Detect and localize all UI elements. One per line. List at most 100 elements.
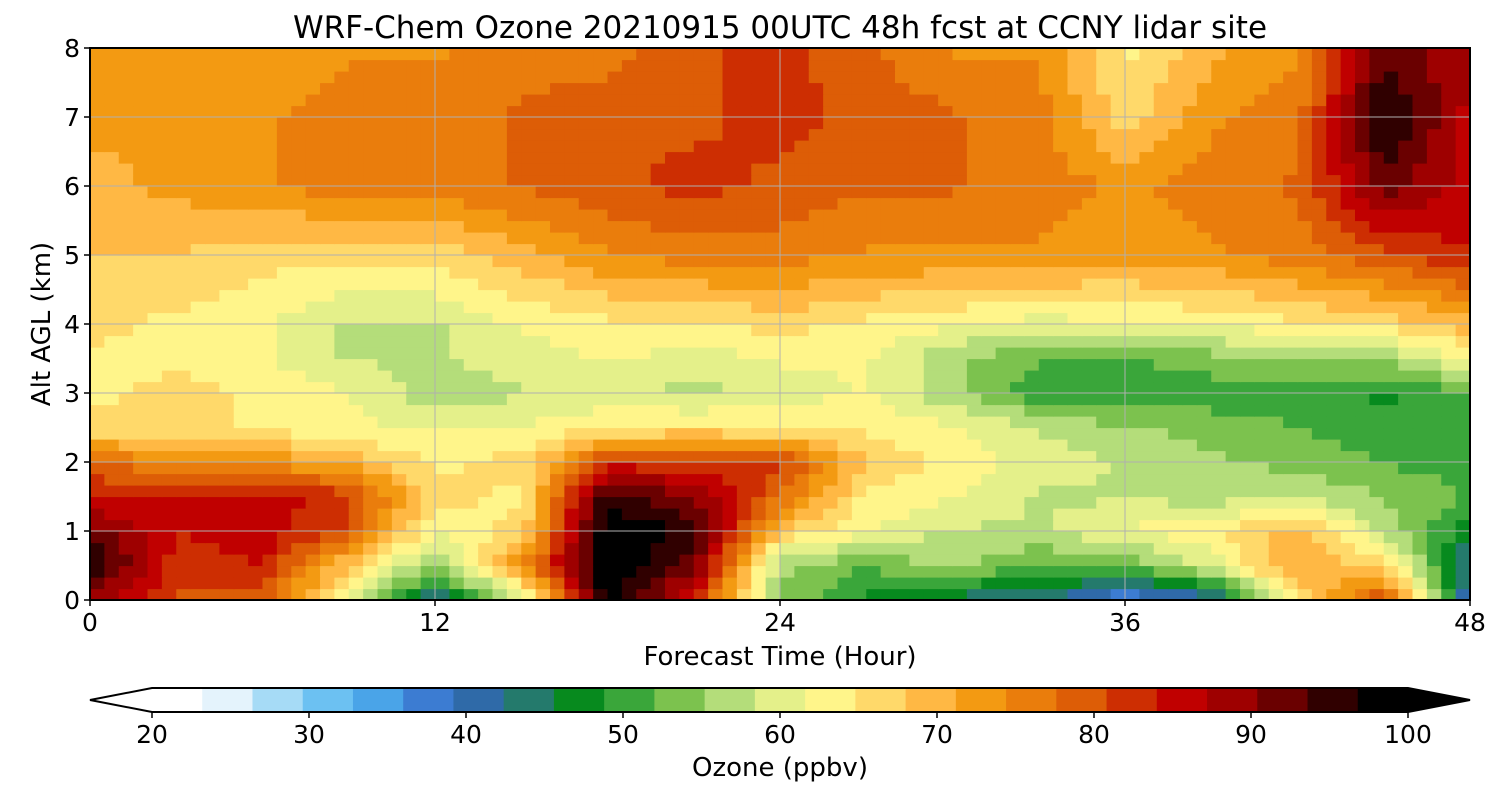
- contour-cell: [521, 94, 537, 107]
- contour-cell: [1311, 554, 1327, 567]
- contour-cell: [995, 82, 1011, 95]
- contour-cell: [780, 439, 795, 452]
- contour-cell: [593, 358, 609, 371]
- contour-cell: [1441, 59, 1457, 72]
- contour-cell: [262, 151, 278, 164]
- contour-cell: [1110, 128, 1126, 141]
- contour-cell: [593, 105, 609, 118]
- contour-cell: [1053, 105, 1069, 118]
- contour-cell: [866, 140, 882, 153]
- contour-cell: [1211, 393, 1227, 406]
- contour-cell: [1024, 577, 1040, 590]
- contour-cell: [276, 519, 292, 532]
- contour-cell: [765, 197, 781, 210]
- contour-cell: [161, 94, 177, 107]
- contour-cell: [205, 140, 220, 153]
- contour-cell: [1355, 105, 1370, 118]
- contour-cell: [506, 312, 522, 325]
- contour-cell: [219, 105, 235, 118]
- contour-cell: [1125, 312, 1140, 325]
- contour-cell: [823, 105, 839, 118]
- contour-cell: [391, 335, 407, 348]
- contour-cell: [808, 140, 824, 153]
- contour-cell: [708, 370, 724, 383]
- contour-cell: [1383, 59, 1399, 72]
- contour-cell: [880, 565, 896, 578]
- contour-cell: [794, 404, 810, 417]
- contour-cell: [334, 393, 350, 406]
- contour-cell: [377, 59, 393, 72]
- contour-cell: [1297, 531, 1313, 544]
- contour-cell: [1182, 266, 1198, 279]
- contour-cell: [1441, 94, 1457, 107]
- contour-cell: [1024, 151, 1040, 164]
- contour-cell: [276, 140, 292, 153]
- contour-cell: [1240, 347, 1255, 360]
- contour-cell: [1067, 358, 1083, 371]
- contour-cell: [1168, 473, 1184, 486]
- contour-cell: [1139, 462, 1155, 475]
- contour-cell: [1283, 232, 1299, 245]
- contour-cell: [1225, 462, 1241, 475]
- contour-cell: [478, 312, 494, 325]
- contour-cell: [981, 439, 997, 452]
- contour-cell: [722, 404, 738, 417]
- contour-cell: [1168, 588, 1184, 601]
- contour-cell: [679, 531, 695, 544]
- contour-cell: [320, 531, 335, 544]
- contour-cell: [276, 312, 292, 325]
- contour-cell: [305, 531, 321, 544]
- contour-cell: [90, 312, 105, 325]
- contour-cell: [708, 163, 724, 176]
- contour-cell: [895, 312, 910, 325]
- contour-cell: [909, 404, 925, 417]
- contour-cell: [535, 347, 551, 360]
- contour-cell: [1268, 554, 1284, 567]
- contour-cell: [219, 266, 235, 279]
- contour-cell: [981, 117, 997, 130]
- contour-cell: [435, 542, 450, 555]
- contour-cell: [550, 186, 565, 199]
- contour-cell: [1441, 48, 1457, 61]
- contour-cell: [923, 117, 939, 130]
- contour-cell: [1398, 174, 1414, 187]
- contour-cell: [535, 554, 551, 567]
- contour-cell: [1355, 174, 1370, 187]
- contour-cell: [650, 48, 666, 61]
- contour-cell: [808, 473, 824, 486]
- contour-cell: [334, 105, 350, 118]
- contour-cell: [506, 59, 522, 72]
- contour-cell: [1398, 577, 1414, 590]
- contour-cell: [1398, 312, 1414, 325]
- contour-cell: [190, 266, 206, 279]
- contour-cell: [161, 324, 177, 337]
- contour-cell: [262, 542, 278, 555]
- contour-cell: [1412, 255, 1428, 268]
- contour-cell: [190, 358, 206, 371]
- contour-cell: [276, 496, 292, 509]
- contour-cell: [966, 232, 982, 245]
- contour-cell: [1383, 105, 1399, 118]
- contour-cell: [276, 462, 292, 475]
- contour-cell: [1081, 209, 1097, 222]
- contour-cell: [1441, 324, 1457, 337]
- contour-cell: [1268, 278, 1284, 291]
- contour-cell: [420, 531, 436, 544]
- contour-cell: [248, 577, 264, 590]
- contour-cell: [708, 519, 724, 532]
- contour-cell: [1081, 439, 1097, 452]
- contour-cell: [736, 485, 752, 498]
- contour-cell: [1426, 531, 1442, 544]
- contour-cell: [205, 232, 220, 245]
- contour-cell: [233, 416, 249, 429]
- colorbar-extend-high: [1407, 688, 1470, 712]
- contour-cell: [665, 450, 680, 463]
- contour-cell: [1326, 531, 1342, 544]
- contour-cell: [1182, 59, 1198, 72]
- contour-cell: [722, 48, 738, 61]
- contour-cell: [1355, 542, 1370, 555]
- contour-cell: [650, 508, 666, 521]
- contour-cell: [492, 370, 508, 383]
- contour-cell: [650, 347, 666, 360]
- contour-cell: [1139, 82, 1155, 95]
